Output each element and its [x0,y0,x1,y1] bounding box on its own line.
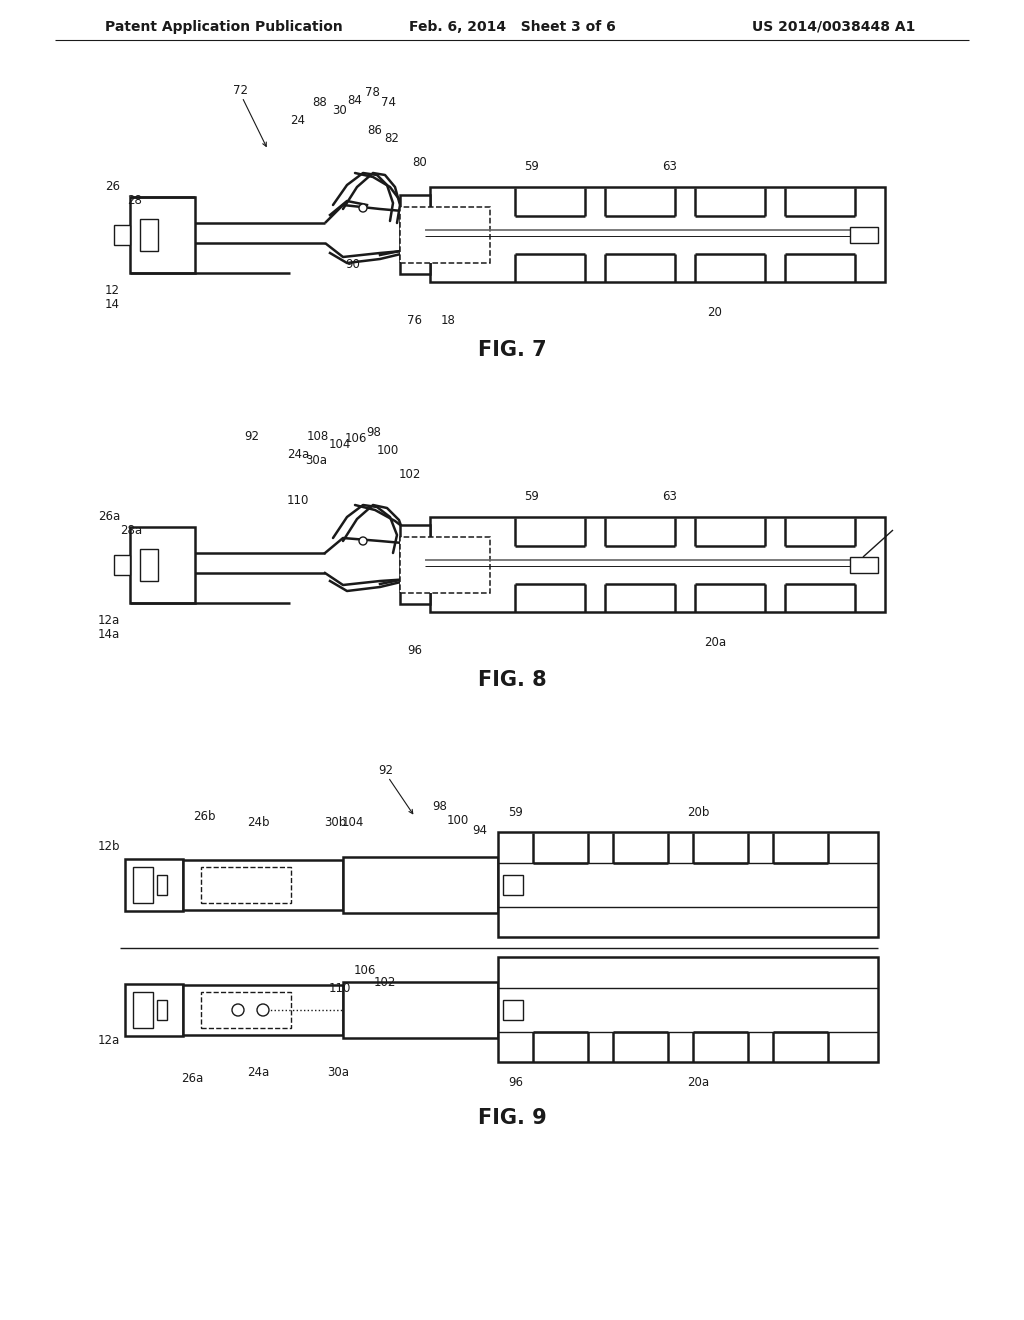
Text: 72: 72 [232,83,248,96]
Bar [125,983,183,1036]
Circle shape [359,537,367,545]
Bar [343,857,498,913]
Text: 30a: 30a [327,1065,349,1078]
Text: 102: 102 [374,975,396,989]
Text: 96: 96 [408,644,423,656]
Text: 104: 104 [342,817,365,829]
Text: 30a: 30a [305,454,327,466]
Text: 20b: 20b [687,807,710,820]
Text: 92: 92 [245,430,259,444]
Text: 88: 88 [312,96,328,110]
Bar [133,993,153,1028]
Text: 76: 76 [408,314,423,326]
Bar [430,187,885,282]
Text: 110: 110 [287,494,309,507]
Text: 98: 98 [432,800,447,813]
Bar [183,861,343,909]
Text: Feb. 6, 2014   Sheet 3 of 6: Feb. 6, 2014 Sheet 3 of 6 [409,20,615,34]
Circle shape [359,205,367,213]
Bar [114,224,130,246]
Text: 20a: 20a [687,1076,709,1089]
Text: 82: 82 [385,132,399,145]
Text: 100: 100 [446,813,469,826]
Text: 74: 74 [381,96,395,110]
Text: FIG. 7: FIG. 7 [477,341,547,360]
Text: 24a: 24a [247,1065,269,1078]
Text: 78: 78 [365,87,380,99]
Bar [130,527,195,603]
Text: 106: 106 [345,433,368,446]
Text: 18: 18 [440,314,456,326]
Text: 110: 110 [329,982,351,994]
Bar [498,832,878,937]
Bar [400,525,430,605]
Text: 63: 63 [663,161,678,173]
Text: 26b: 26b [193,810,215,824]
Bar [130,197,195,273]
Text: 28a: 28a [120,524,142,536]
Bar [140,219,158,251]
Text: 12: 12 [105,284,120,297]
Text: 14a: 14a [97,628,120,642]
Bar [400,195,430,275]
Text: Patent Application Publication: Patent Application Publication [105,20,343,34]
Text: 12b: 12b [97,841,120,854]
Bar [343,982,498,1038]
Bar [133,867,153,903]
Bar [430,517,885,612]
Bar [114,554,130,576]
Text: 30: 30 [333,103,347,116]
Text: 84: 84 [347,94,362,107]
Text: 108: 108 [307,430,329,444]
Bar [157,875,167,895]
Text: FIG. 9: FIG. 9 [477,1107,547,1129]
Bar [850,557,878,573]
Text: 96: 96 [509,1076,523,1089]
Text: 26a: 26a [181,1072,203,1085]
Bar [503,875,523,895]
Text: 80: 80 [413,157,427,169]
Text: 94: 94 [472,824,487,837]
Bar [157,1001,167,1020]
Text: 30b: 30b [324,817,346,829]
Text: 102: 102 [398,469,421,482]
Bar [503,1001,523,1020]
Bar [400,537,490,593]
Bar [183,985,343,1035]
Text: 59: 59 [524,491,540,503]
Bar [201,867,291,903]
Text: 100: 100 [377,444,399,457]
Text: 20: 20 [708,306,723,319]
Text: 24a: 24a [287,449,309,462]
Bar [498,957,878,1063]
Text: 98: 98 [367,426,381,440]
Text: 92: 92 [379,763,393,776]
Text: FIG. 8: FIG. 8 [477,671,547,690]
Text: 26: 26 [105,181,120,194]
Text: 90: 90 [345,259,360,272]
Text: 106: 106 [354,964,376,977]
Text: 12a: 12a [97,614,120,627]
Bar [400,207,490,263]
Circle shape [232,1005,244,1016]
Text: 28: 28 [127,194,142,206]
Text: 24: 24 [291,114,305,127]
Text: 12a: 12a [97,1034,120,1047]
Text: 86: 86 [368,124,382,136]
Circle shape [257,1005,269,1016]
Bar [140,549,158,581]
Text: US 2014/0038448 A1: US 2014/0038448 A1 [752,20,915,34]
Bar [125,859,183,911]
Text: 104: 104 [329,438,351,451]
Text: 20a: 20a [703,636,726,649]
Text: 14: 14 [105,298,120,312]
Text: 59: 59 [524,161,540,173]
Bar [850,227,878,243]
Text: 63: 63 [663,491,678,503]
Bar [201,993,291,1028]
Text: 59: 59 [509,807,523,820]
Text: 24b: 24b [247,817,269,829]
Text: 26a: 26a [97,511,120,524]
